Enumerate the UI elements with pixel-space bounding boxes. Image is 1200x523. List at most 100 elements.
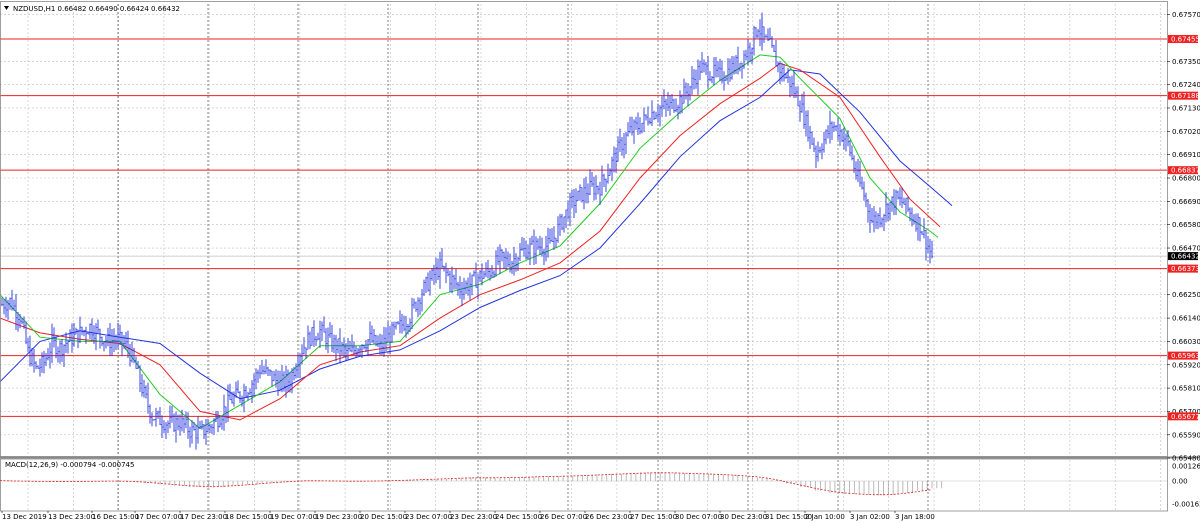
candle <box>905 197 907 215</box>
candle <box>897 190 899 200</box>
candle <box>601 165 603 196</box>
candle <box>903 197 905 205</box>
candle <box>885 192 887 223</box>
candle <box>121 331 123 357</box>
candle <box>513 246 515 276</box>
candle <box>415 301 417 312</box>
candle <box>597 185 599 195</box>
candle <box>439 251 441 289</box>
candle <box>455 268 457 290</box>
candle <box>607 163 609 184</box>
candle <box>57 346 59 363</box>
candle <box>713 57 715 86</box>
candle <box>569 192 571 227</box>
candle <box>727 58 729 85</box>
candle <box>537 238 539 250</box>
triangle-down-icon[interactable] <box>4 6 9 10</box>
candle <box>797 86 799 107</box>
candle <box>577 190 579 201</box>
level-label-bg <box>1168 264 1198 273</box>
candle <box>169 405 171 429</box>
level-label-bg <box>1168 351 1198 360</box>
candle <box>315 336 317 346</box>
candle <box>399 310 401 334</box>
candle <box>477 274 479 300</box>
candle <box>767 28 769 42</box>
candle <box>343 337 345 358</box>
candle <box>491 265 493 278</box>
candle <box>919 217 921 242</box>
candle <box>737 46 739 75</box>
candle <box>587 183 589 204</box>
candle <box>585 176 587 204</box>
candle <box>787 67 789 83</box>
candle <box>493 270 495 278</box>
current-price-label: 0.66432 <box>1171 253 1200 261</box>
candle <box>623 133 625 159</box>
candle <box>563 216 565 233</box>
candle <box>729 58 731 82</box>
candle <box>441 247 443 269</box>
macd-pane-border <box>0 458 1168 512</box>
level-label-bg <box>1168 91 1198 100</box>
candle <box>227 384 229 422</box>
candle <box>77 329 79 349</box>
candle <box>7 299 9 320</box>
candle <box>627 122 629 137</box>
candle <box>187 412 189 439</box>
time-tick-label: 30 Dec 23:00 <box>720 513 767 521</box>
price-axis[interactable]: 0.67570 0.67350 0.67240 0.67130 0.67020 0.669… <box>1167 11 1200 509</box>
candle <box>793 71 795 99</box>
candle <box>487 259 489 279</box>
candle <box>629 116 631 134</box>
candle <box>883 213 885 232</box>
candle <box>17 311 19 332</box>
candle <box>547 227 549 258</box>
level-label: 0.66373 <box>1171 265 1200 273</box>
candle <box>769 27 771 41</box>
candle <box>265 359 267 375</box>
candle <box>575 188 577 213</box>
time-tick-label: 13 Dec 23:00 <box>48 513 95 521</box>
candle <box>529 237 531 266</box>
candle <box>657 103 659 123</box>
candle <box>641 122 643 134</box>
candle <box>189 426 191 448</box>
candle <box>559 213 561 236</box>
candle <box>19 314 21 329</box>
candle <box>405 316 407 338</box>
candle <box>907 196 909 212</box>
candle <box>891 196 893 212</box>
candle <box>311 326 313 346</box>
candle <box>725 75 727 82</box>
price-candles <box>1 12 933 450</box>
candle <box>229 383 231 401</box>
candle <box>111 329 113 357</box>
candle <box>681 94 683 114</box>
candle <box>655 111 657 120</box>
candle <box>915 213 917 232</box>
candle <box>853 155 855 173</box>
candle <box>831 121 833 140</box>
candle <box>235 381 237 398</box>
candle <box>755 27 757 39</box>
candle <box>225 406 227 424</box>
candle <box>73 322 75 347</box>
time-tick-label: 17 Dec 07:00 <box>135 513 182 521</box>
ma-fast-line <box>0 54 939 430</box>
candle <box>527 244 529 260</box>
candle <box>167 420 169 434</box>
candle <box>387 321 389 343</box>
candle <box>565 209 567 229</box>
candle <box>717 61 719 78</box>
candle <box>781 62 783 82</box>
candle <box>443 265 445 272</box>
candle <box>825 129 827 145</box>
candle <box>161 415 163 438</box>
candle <box>305 347 307 359</box>
candle <box>525 240 527 260</box>
candle <box>679 90 681 114</box>
